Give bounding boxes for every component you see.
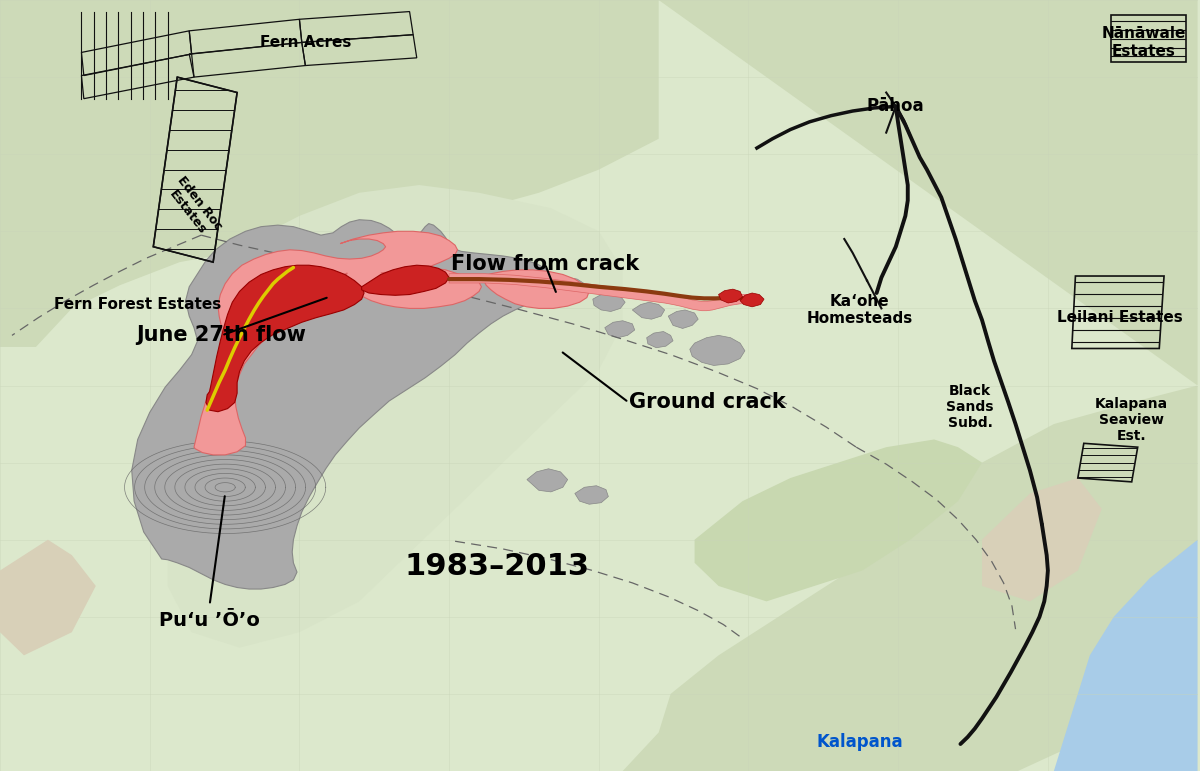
Text: Leilani Estates: Leilani Estates	[1057, 310, 1183, 325]
Text: Pāhoa: Pāhoa	[866, 97, 924, 116]
Polygon shape	[479, 270, 589, 308]
Text: Black
Sands
Subd.: Black Sands Subd.	[947, 384, 994, 430]
Polygon shape	[605, 321, 635, 338]
Polygon shape	[168, 185, 623, 648]
Polygon shape	[593, 293, 625, 311]
Polygon shape	[719, 289, 743, 303]
Polygon shape	[206, 265, 364, 412]
Polygon shape	[1054, 540, 1198, 771]
Text: Nānāwale
Estates: Nānāwale Estates	[1102, 26, 1186, 59]
Polygon shape	[194, 231, 481, 455]
Polygon shape	[553, 278, 587, 298]
Polygon shape	[132, 220, 553, 589]
Polygon shape	[449, 274, 755, 311]
Polygon shape	[0, 0, 659, 347]
Text: Puʻu ʼŌʼo: Puʻu ʼŌʼo	[160, 611, 260, 630]
Text: Eden Roc
Estates: Eden Roc Estates	[163, 174, 224, 242]
Polygon shape	[632, 302, 665, 319]
Polygon shape	[623, 0, 1198, 771]
Polygon shape	[647, 332, 673, 348]
Polygon shape	[982, 478, 1102, 601]
Polygon shape	[0, 540, 96, 655]
Text: 1983–2013: 1983–2013	[404, 552, 589, 581]
Polygon shape	[575, 486, 608, 504]
Text: Kalapana
Seaview
Est.: Kalapana Seaview Est.	[1096, 397, 1169, 443]
Polygon shape	[690, 335, 745, 365]
Text: Flow from crack: Flow from crack	[451, 254, 638, 274]
Text: Kaʻohe
Homesteads: Kaʻohe Homesteads	[806, 294, 913, 326]
Polygon shape	[695, 439, 982, 601]
Text: Kalapana: Kalapana	[816, 732, 904, 751]
Polygon shape	[740, 293, 764, 307]
Text: June 27th flow: June 27th flow	[137, 325, 306, 345]
Polygon shape	[361, 265, 449, 295]
Polygon shape	[527, 469, 568, 492]
Text: Ground crack: Ground crack	[629, 392, 786, 412]
Polygon shape	[668, 310, 698, 328]
Text: Fern Forest Estates: Fern Forest Estates	[54, 297, 221, 312]
Text: Fern Acres: Fern Acres	[259, 35, 352, 50]
